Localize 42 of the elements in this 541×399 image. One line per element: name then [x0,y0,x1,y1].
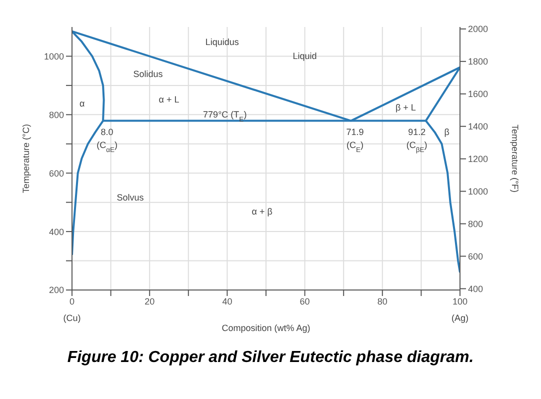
annotation: 91.2 [408,126,426,137]
y2-tick-label: 1400 [468,122,488,132]
y2-tick-label: 600 [468,251,484,262]
x-tick-label: 60 [300,296,310,306]
annotation: (C$_{E}$) [346,140,364,154]
annotation: β + L [395,102,416,112]
y-axis-title: Temperature (°C) [21,124,32,194]
y-tick-label: 200 [48,285,64,296]
text: Figure 10: Copper and Silver Eutectic phase diagram. [66,349,475,367]
y-tick-label: 1000 [44,51,64,62]
y2-tick-label: 2000 [468,24,488,34]
y2-tick-label: 800 [468,218,484,229]
y2-tick-label: 1000 [468,186,488,196]
annotation: β [444,127,450,138]
annotation: (C$_{αE}$) [96,140,118,154]
y-tick-label: 800 [48,110,64,120]
y-tick-label: 400 [48,226,64,237]
y2-tick-label: 1200 [468,154,488,164]
annotation: 779°C (T$_{E}$) [203,110,247,124]
annotation: α [79,98,85,109]
text: (Cu) [62,313,82,323]
text: (Ag) [450,313,470,323]
annotation: Liquidus [205,36,240,47]
annotation: (C$_{βE}$) [406,140,428,154]
annotation: 8.0 [100,126,114,137]
y2-tick-label: 400 [468,284,484,294]
annotation: α + β [252,206,272,217]
y-tick-label: 600 [48,168,64,178]
annotation: Liquid [292,51,317,62]
annotation: α + L [158,94,180,104]
y2-tick-label: 1800 [468,56,488,67]
y2-tick-label: 1600 [468,89,488,100]
x-axis-title: Composition (wt% Ag) [222,323,310,333]
annotation: 71.9 [346,126,364,137]
x-tick-label: 20 [144,296,155,306]
x-tick-label: 80 [377,296,388,306]
annotation: Solvus [116,192,144,203]
annotation: Solidus [133,68,164,79]
y2-axis-title: Temperature (°F) [510,124,520,193]
x-tick-label: 0 [69,296,75,306]
x-tick-label: 40 [222,296,232,306]
x-tick-label: 100 [452,296,468,306]
